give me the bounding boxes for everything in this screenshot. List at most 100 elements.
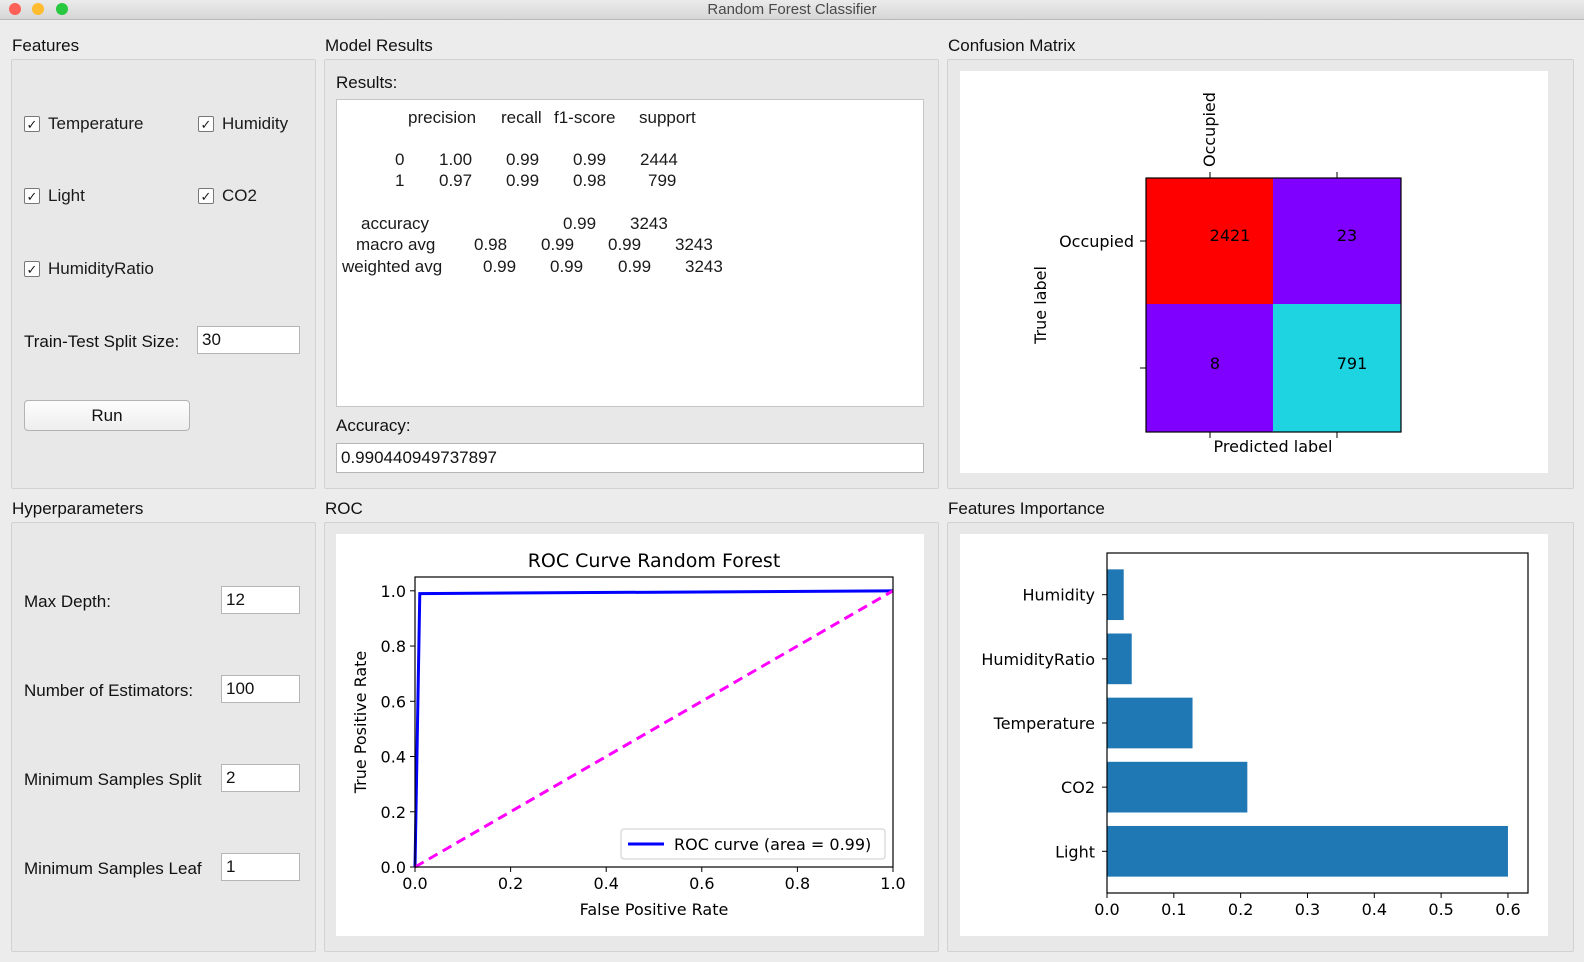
- roc-x-tick-label: 1.0: [880, 874, 905, 893]
- hyperparameters-group: Max Depth: Number of Estimators: Minimum…: [11, 522, 316, 952]
- importance-x-tick-label: 0.3: [1295, 900, 1320, 919]
- importance-bar: [1107, 569, 1124, 621]
- checkbox-label: CO2: [222, 186, 257, 205]
- max-depth-input[interactable]: [221, 586, 300, 614]
- report-cell: macro avg: [356, 235, 436, 254]
- temperature-checkbox[interactable]: ✓ Temperature: [24, 114, 143, 134]
- cm-frame: [1145, 177, 1402, 433]
- roc-legend-label: ROC curve (area = 0.99): [674, 835, 871, 854]
- n-estimators-label: Number of Estimators:: [24, 681, 194, 700]
- window-title: Random Forest Classifier: [707, 1, 877, 18]
- cm-value: 23: [1337, 226, 1357, 245]
- report-cell: 3243: [675, 235, 713, 254]
- run-button[interactable]: Run: [24, 400, 190, 431]
- cm-cell-tp: [1273, 304, 1401, 432]
- cm-column-label: Occupied: [1200, 92, 1219, 167]
- importance-bar: [1107, 697, 1193, 749]
- checkbox-check-icon: ✓: [198, 116, 214, 132]
- roc-title: ROC Curve Random Forest: [528, 550, 781, 572]
- importance-canvas: Light CO2 Temperature HumidityRatio Humidity…: [960, 534, 1548, 936]
- features-group-title: Features: [12, 36, 80, 55]
- importance-x-tick-label: 0.2: [1228, 900, 1253, 919]
- co2-checkbox[interactable]: ✓ CO2: [198, 186, 257, 206]
- report-cell: accuracy: [361, 214, 430, 233]
- cm-xlabel: Predicted label: [1214, 437, 1333, 456]
- roc-xlabel: False Positive Rate: [580, 900, 729, 919]
- report-header: support: [639, 108, 696, 127]
- roc-ylabel: True Positive Rate: [351, 651, 370, 795]
- accuracy-label: Accuracy:: [336, 416, 411, 435]
- roc-x-tick-label: 0.6: [689, 874, 714, 893]
- accuracy-field[interactable]: [336, 443, 924, 473]
- checkbox-check-icon: ✓: [24, 116, 40, 132]
- checkbox-check-icon: ✓: [198, 188, 214, 204]
- report-cell: 0: [395, 150, 405, 169]
- report-cell: 0.99: [573, 150, 607, 169]
- report-cell: 0.98: [474, 235, 508, 254]
- humidity-checkbox[interactable]: ✓ Humidity: [198, 114, 288, 134]
- close-window-button[interactable]: [9, 3, 21, 15]
- report-cell: 0.99: [618, 257, 652, 276]
- split-size-input[interactable]: [197, 326, 300, 354]
- roc-canvas: ROC Curve Random Forest 0.0 0.2 0.4 0.6 0.8 1…: [336, 534, 924, 936]
- roc-y-tick-label: 0.2: [381, 803, 406, 822]
- zoom-window-button[interactable]: [56, 3, 68, 15]
- features-group: ✓ Temperature ✓ Humidity ✓ Light ✓ CO2 ✓…: [11, 59, 316, 489]
- hyperparameters-group-title: Hyperparameters: [12, 499, 144, 518]
- checkbox-label: Humidity: [222, 114, 289, 133]
- importance-chart: Light CO2 Temperature HumidityRatio Humidity…: [981, 552, 1529, 919]
- title-bar: Random Forest Classifier: [0, 0, 1584, 20]
- importance-x-tick-label: 0.1: [1161, 900, 1186, 919]
- n-estimators-input[interactable]: [221, 675, 300, 703]
- humidity-ratio-checkbox[interactable]: ✓ HumidityRatio: [24, 259, 154, 279]
- checkbox-check-icon: ✓: [24, 188, 40, 204]
- roc-legend: ROC curve (area = 0.99): [620, 828, 886, 860]
- report-cell: 3243: [630, 214, 668, 233]
- importance-category-label: HumidityRatio: [981, 650, 1095, 669]
- minimize-window-button[interactable]: [32, 3, 44, 15]
- features-importance-group-title: Features Importance: [948, 499, 1105, 518]
- report-cell: 0.99: [608, 235, 642, 254]
- importance-category-label: Humidity: [1022, 586, 1095, 605]
- report-cell: 2444: [640, 150, 678, 169]
- cm-cell-fp: [1273, 178, 1401, 305]
- report-cell: 3243: [685, 257, 723, 276]
- min-samples-split-label: Minimum Samples Split: [24, 770, 202, 789]
- cm-cell-tn: [1146, 178, 1274, 305]
- max-depth-label: Max Depth:: [24, 592, 111, 611]
- roc-y-tick-label: 0.4: [381, 748, 406, 767]
- roc-x-tick-label: 0.0: [402, 874, 427, 893]
- report-cell: 0.99: [563, 214, 597, 233]
- report-cell: 0.99: [483, 257, 517, 276]
- min-samples-leaf-input[interactable]: [221, 853, 300, 881]
- cm-value: 791: [1337, 354, 1368, 373]
- roc-chance-line: [414, 589, 894, 869]
- importance-category-label: Temperature: [993, 714, 1095, 733]
- results-label: Results:: [336, 73, 398, 92]
- importance-bar: [1107, 825, 1508, 877]
- light-checkbox[interactable]: ✓ Light: [24, 186, 85, 206]
- cm-ylabel: True label: [1031, 266, 1050, 345]
- importance-bar: [1107, 633, 1132, 685]
- roc-y-tick-label: 0.8: [381, 637, 406, 656]
- roc-x-tick-label: 0.4: [593, 874, 618, 893]
- roc-legend-box: [620, 828, 886, 860]
- roc-y-tick-label: 0.6: [381, 692, 406, 711]
- cm-row-label: Occupied: [1059, 232, 1134, 251]
- report-cell: 1.00: [439, 150, 473, 169]
- split-size-label: Train-Test Split Size:: [24, 332, 180, 351]
- roc-x-tick-label: 0.8: [785, 874, 810, 893]
- min-samples-split-input[interactable]: [221, 764, 300, 792]
- report-header: precision: [408, 108, 477, 127]
- report-cell: 799: [648, 171, 677, 190]
- confusion-matrix-group-title: Confusion Matrix: [948, 36, 1076, 55]
- roc-y-tick-label: 0.0: [381, 858, 406, 877]
- importance-category-label: Light: [1055, 842, 1095, 861]
- report-cell: 0.98: [573, 171, 607, 190]
- report-header: recall: [501, 108, 542, 127]
- results-textbox[interactable]: precision recall f1-score support 0 1.00…: [336, 99, 924, 407]
- report-header: f1-score: [554, 108, 616, 127]
- checkbox-label: HumidityRatio: [48, 259, 154, 278]
- report-cell: 0.99: [541, 235, 575, 254]
- cm-value: 2421: [1210, 226, 1251, 245]
